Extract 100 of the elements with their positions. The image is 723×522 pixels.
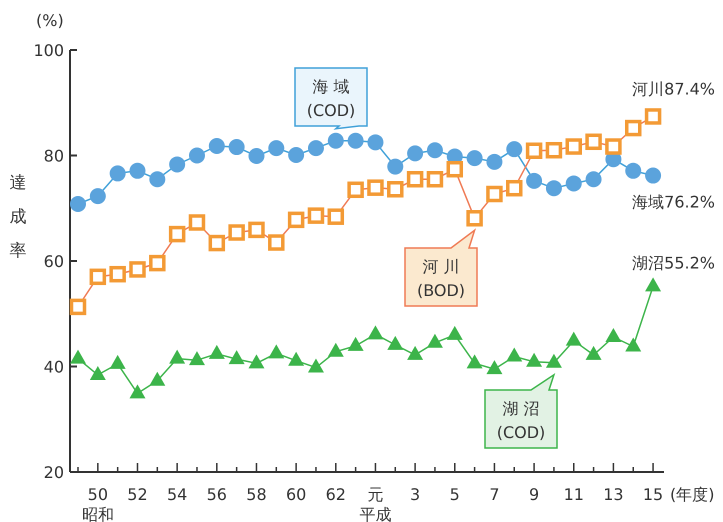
point [129,162,146,179]
x-tick-label: 5 [450,485,460,504]
y-tick-label: 100 [33,41,64,60]
point [586,346,602,360]
point [149,254,166,272]
point [546,354,562,368]
point [110,165,126,182]
point [625,337,642,352]
point [466,354,483,368]
point [367,179,384,196]
point [169,156,186,172]
point [248,354,264,368]
x-tick-label: 15 [642,485,664,504]
point [644,108,662,125]
point [248,222,265,238]
point [308,358,324,373]
point [149,171,166,188]
point [446,326,463,340]
point [407,145,424,162]
x-tick-label: 52 [127,485,148,504]
y-tick-label: 40 [44,358,64,376]
point [328,342,344,357]
point [268,344,284,358]
point [426,334,443,348]
point [486,360,502,374]
series-label: 海 域 (COD) [306,77,356,120]
point [625,162,642,179]
point [70,196,86,212]
x-tick-label: 13 [603,485,624,504]
point [645,277,662,292]
point [506,180,523,196]
series-label: 湖 沼 (COD) [496,399,546,442]
point [169,350,186,364]
point [328,208,344,225]
point [367,325,384,340]
point [526,142,542,160]
point [387,336,404,350]
annotation: 湖沼55.2% [632,253,715,272]
point [506,141,522,158]
point [506,347,522,362]
point [546,142,562,158]
ylabel: 達成率 [10,173,26,261]
point [348,132,364,149]
point [288,352,304,366]
point [188,214,206,231]
x-tick-label: 元 [367,485,384,504]
x-tick-label: 58 [246,485,267,504]
point [228,350,245,364]
point [426,170,444,188]
text: 平成 [359,505,392,522]
point [466,210,483,227]
y-tick-label: 80 [44,146,64,166]
point [228,139,245,156]
point [268,140,284,156]
point [387,158,404,175]
y-tick-label: 20 [44,463,64,482]
point [407,346,424,360]
point [129,384,146,398]
point [566,332,582,346]
point [328,132,344,149]
x-tick-label: 7 [489,485,500,504]
point [109,266,126,282]
point [228,224,245,241]
text: 昭和 [82,505,114,522]
x-tick-label: 9 [528,485,540,504]
y-tick-label: 60 [44,252,64,271]
point [347,182,364,198]
point [586,171,602,188]
point [288,212,304,228]
x-tick-label: 3 [410,485,420,504]
x-tick-label: 50 [88,485,108,504]
point [645,168,662,184]
point [208,138,225,154]
point [208,344,225,359]
point [446,160,464,178]
point [526,172,542,189]
point [188,351,205,366]
x-axis-title: (年度) [670,485,714,504]
point [188,148,205,164]
point [566,175,582,192]
point [248,148,264,164]
point [110,354,126,369]
x-tick-label: 54 [166,485,188,504]
point [90,268,106,286]
point [546,180,562,196]
point [367,134,384,150]
point [308,140,324,156]
text: (%) [36,11,64,30]
point [526,352,542,367]
point [426,142,443,158]
x-tick-label: 11 [564,485,584,504]
point [308,207,324,224]
point [406,170,424,188]
point [566,138,582,155]
point [90,188,106,204]
point [149,372,166,386]
point [624,120,642,136]
point [486,186,503,202]
point [208,234,226,252]
x-tick-label: 56 [206,485,227,504]
